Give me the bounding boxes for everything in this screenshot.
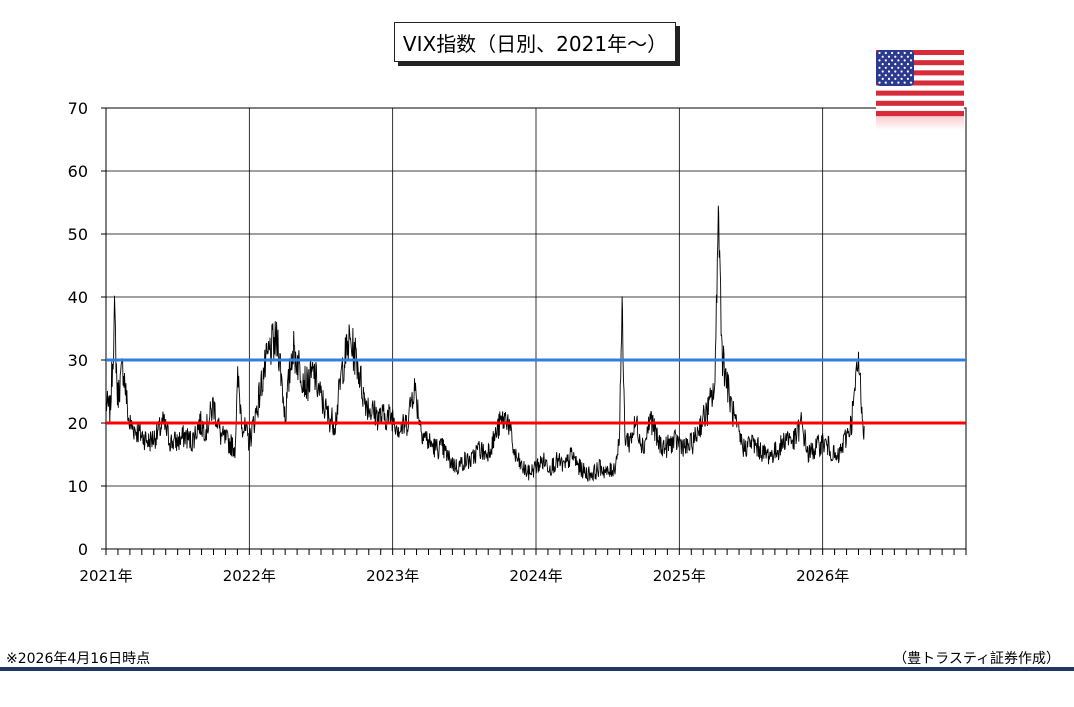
footer-rule bbox=[0, 667, 1074, 671]
grid-lines bbox=[105, 107, 967, 550]
y-axis-ticks: 0 10 20 30 40 50 60 70 bbox=[68, 99, 106, 559]
x-tick-label: 2023年 bbox=[366, 567, 419, 585]
vix-line bbox=[105, 205, 865, 482]
chart-title: VIX指数（日別、2021年～） bbox=[394, 22, 676, 62]
reference-lines bbox=[106, 358, 966, 425]
x-tick-label: 2024年 bbox=[509, 567, 562, 585]
y-tick-label: 20 bbox=[68, 414, 88, 433]
y-tick-label: 40 bbox=[68, 288, 88, 307]
y-tick-label: 50 bbox=[68, 225, 88, 244]
x-tick-label: 2025年 bbox=[653, 567, 706, 585]
y-tick-label: 30 bbox=[68, 351, 88, 370]
y-tick-label: 60 bbox=[68, 162, 88, 181]
x-axis-ticks: 2021年 2022年 2023年 2024年 2025年 2026年 bbox=[79, 549, 967, 585]
y-tick-label: 0 bbox=[78, 540, 88, 559]
x-tick-label: 2022年 bbox=[223, 567, 276, 585]
y-tick-label: 70 bbox=[68, 99, 88, 118]
x-tick-label: 2026年 bbox=[796, 567, 849, 585]
us-flag-icon bbox=[876, 50, 964, 130]
y-tick-label: 10 bbox=[68, 477, 88, 496]
timestamp-note: ※2026年4月16日時点 bbox=[6, 651, 151, 667]
vix-series bbox=[105, 205, 865, 482]
source-credit: （豊トラスティ証券作成） bbox=[893, 651, 1060, 667]
x-tick-label: 2021年 bbox=[79, 567, 132, 585]
